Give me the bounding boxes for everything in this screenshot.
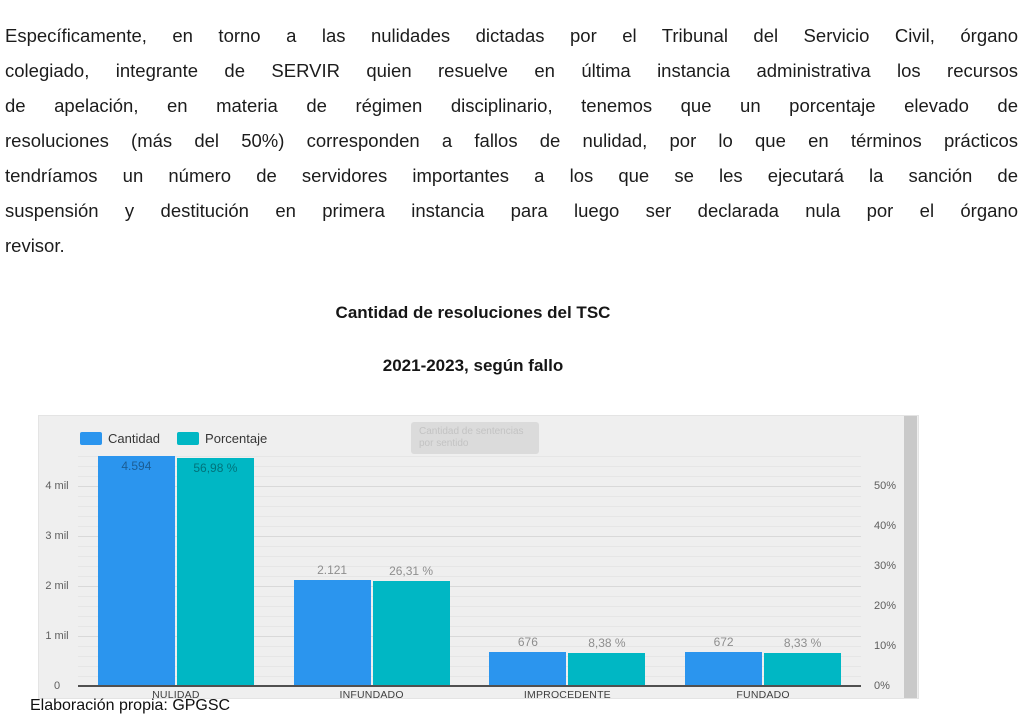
gridline — [78, 526, 861, 527]
gridline — [78, 666, 861, 667]
gridline — [78, 476, 861, 477]
gridline — [78, 616, 861, 617]
category-label-improcedente: IMPROCEDENTE — [523, 689, 611, 699]
right-axis-tick-label: 30% — [874, 560, 897, 572]
value-label: 676 — [517, 635, 538, 650]
gridline — [78, 576, 861, 577]
bar-porcentaje-improcedente[interactable] — [568, 652, 646, 686]
gridline — [78, 646, 861, 647]
gridline — [78, 586, 861, 587]
chart-legend: Cantidad Porcentaje — [80, 431, 267, 446]
chart-title: Cantidad de resoluciones del TSC — [335, 303, 611, 322]
bar-cantidad-nulidad[interactable] — [97, 456, 175, 686]
legend-label: Porcentaje — [205, 431, 268, 446]
source-caption: Elaboración propia: GPGSC — [30, 697, 231, 714]
gridline — [78, 676, 861, 677]
value-label: 8,33 % — [783, 635, 822, 650]
legend-item-porcentaje[interactable]: Porcentaje — [177, 431, 267, 446]
left-axis-tick-label: 3 mil — [45, 530, 69, 542]
chart-internal-title-tooltip: Cantidad de sentencias por sentido — [411, 422, 539, 454]
category-label-nulidad: NULIDAD — [152, 689, 200, 699]
chart-subtitle: 2021-2023, según fallo — [382, 356, 564, 375]
legend-swatch — [80, 432, 102, 445]
gridline — [78, 486, 861, 487]
gridline — [78, 636, 861, 637]
gridline — [78, 606, 861, 607]
bar-cantidad-fundado[interactable] — [685, 652, 763, 686]
gridline — [78, 506, 861, 507]
gridline — [78, 656, 861, 657]
x-axis-line — [78, 685, 861, 687]
gridline — [78, 546, 861, 547]
body-paragraph: Específicamente, en torno a las nulidade… — [5, 25, 1018, 256]
value-label: 26,31 % — [389, 563, 434, 578]
bar-porcentaje-nulidad[interactable] — [176, 458, 254, 686]
right-axis-tick-label: 10% — [874, 640, 897, 652]
gridline — [78, 566, 861, 567]
chart-widget[interactable]: Cantidad Porcentaje Cantidad de sentenci… — [38, 415, 919, 699]
left-axis-tick-label: 4 mil — [45, 480, 69, 492]
category-label-fundado: FUNDADO — [736, 689, 790, 699]
bar-porcentaje-fundado[interactable] — [764, 652, 842, 686]
gridline — [78, 556, 861, 557]
gridline — [78, 536, 861, 537]
right-axis-tick-label: 0% — [874, 680, 890, 692]
value-label: 672 — [713, 635, 734, 650]
chart-scrollbar-thumb[interactable] — [904, 416, 917, 698]
legend-item-cantidad[interactable]: Cantidad — [80, 431, 160, 446]
legend-label: Cantidad — [108, 431, 161, 446]
bar-cantidad-infundado[interactable] — [293, 579, 371, 686]
value-label: 8,38 % — [588, 635, 626, 650]
gridline — [78, 456, 861, 457]
gridline — [78, 466, 861, 467]
right-axis-tick-label: 40% — [874, 520, 897, 532]
value-label: 2.121 — [317, 562, 348, 577]
category-label-infundado: INFUNDADO — [339, 689, 404, 699]
right-axis-tick-label: 50% — [874, 480, 897, 492]
left-axis-tick-label: 0 — [53, 680, 61, 692]
gridline — [78, 496, 861, 497]
value-label: 56,98 % — [193, 461, 238, 476]
bar-cantidad-improcedente[interactable] — [489, 652, 567, 686]
gridline — [78, 596, 861, 597]
bar-porcentaje-infundado[interactable] — [372, 580, 450, 686]
right-axis-tick-label: 20% — [874, 600, 897, 612]
gridline — [78, 626, 861, 627]
legend-swatch — [177, 432, 200, 445]
left-axis-tick-label: 2 mil — [45, 580, 69, 592]
gridline — [78, 516, 861, 517]
value-label: 4.594 — [121, 459, 152, 474]
left-axis-tick-label: 1 mil — [45, 630, 69, 642]
